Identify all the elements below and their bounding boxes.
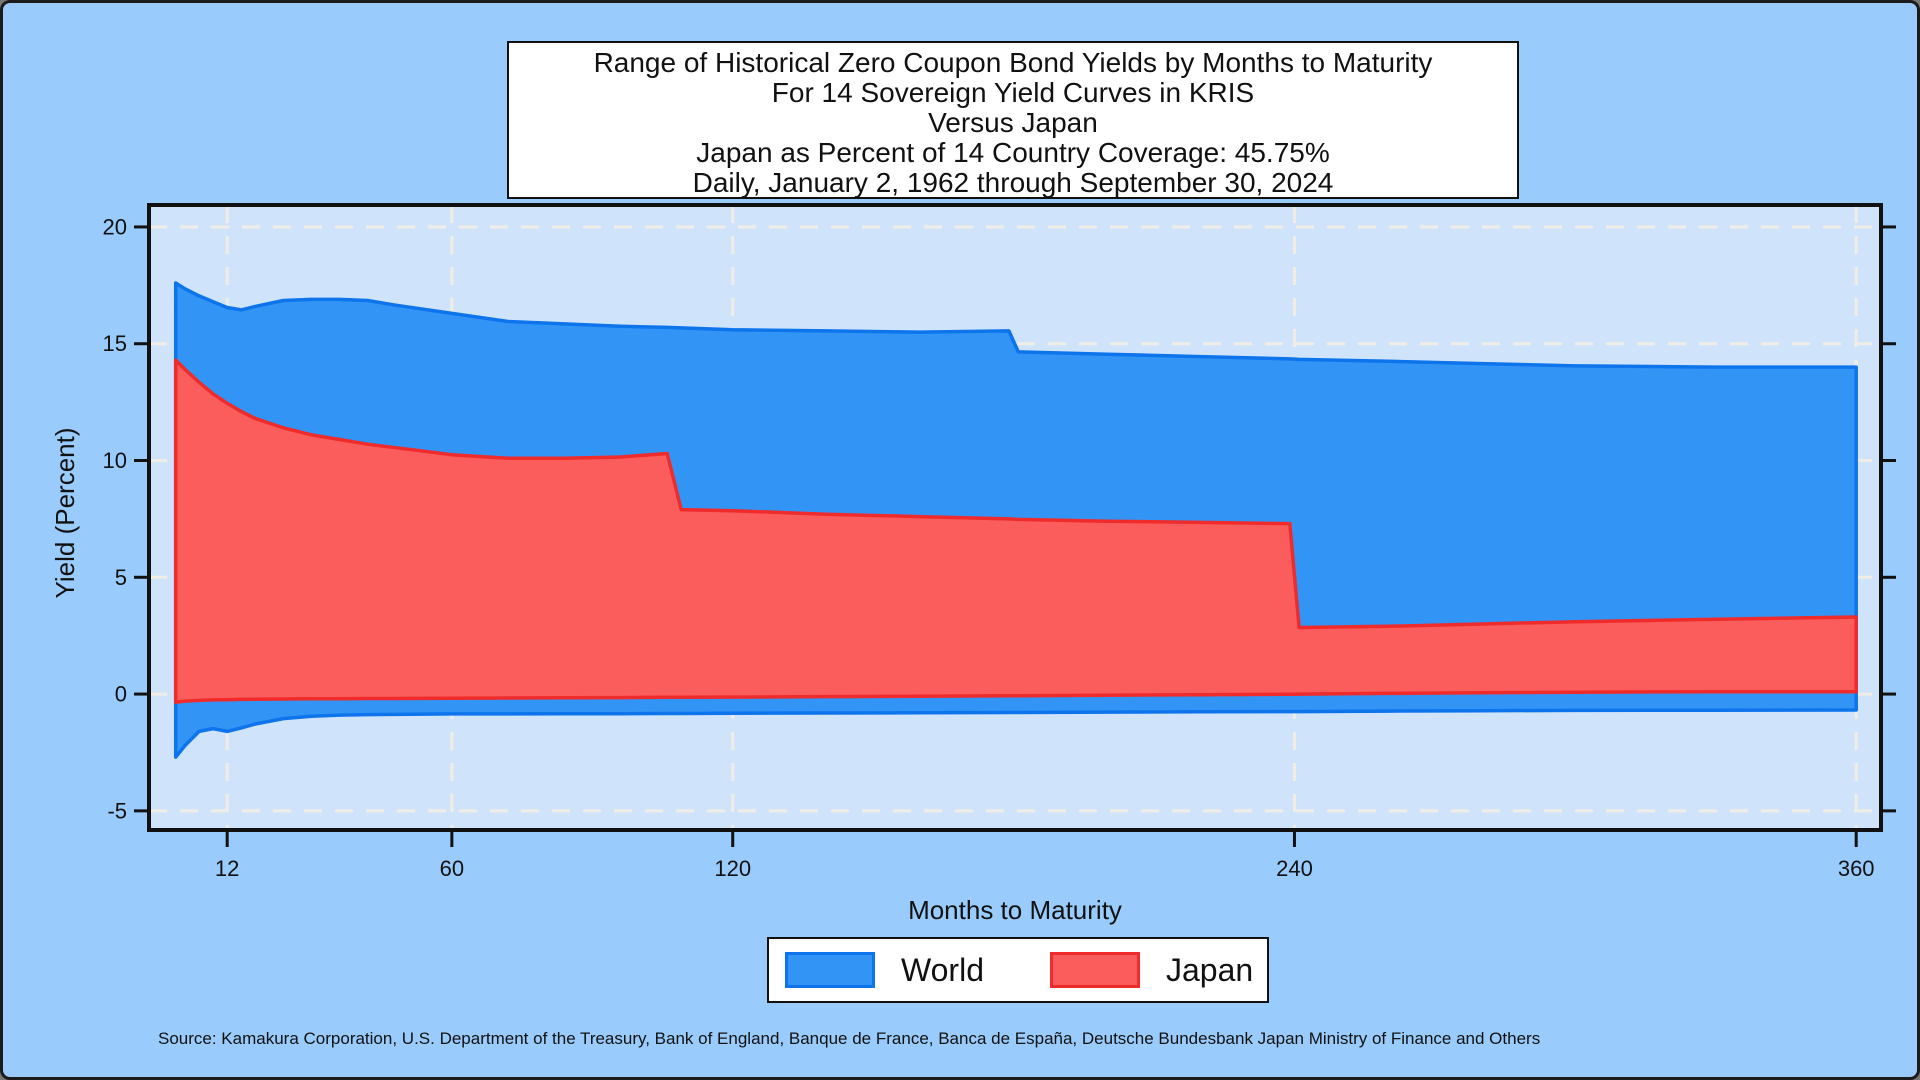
y-tick-label: 0 (115, 682, 127, 707)
y-tick-label: -5 (107, 798, 127, 823)
world-legend-label: World (901, 951, 984, 988)
y-tick-label: 15 (103, 331, 127, 356)
x-tick-label: 240 (1276, 856, 1313, 881)
legend: World Japan (767, 937, 1269, 1003)
source-note: Source: Kamakura Corporation, U.S. Depar… (158, 1029, 1541, 1048)
japan-swatch (1049, 952, 1140, 988)
tick-labels: 20 15 10 5 0 -5 12 60 120 240 360 (103, 214, 1875, 881)
legend-item-world: World (785, 952, 984, 989)
chart-canvas: 20 15 10 5 0 -5 12 60 120 240 360 (103, 203, 1896, 881)
y-tick-label: 10 (103, 448, 127, 473)
title-line-1: Range of Historical Zero Coupon Bond Yie… (593, 47, 1433, 78)
band-japan (173, 358, 1858, 704)
plot-border (147, 203, 1883, 832)
japan-legend-label: Japan (1165, 951, 1254, 988)
title-line-5: Daily, January 2, 1962 through September… (692, 167, 1334, 198)
axis-ticks (134, 225, 1896, 847)
y-tick-label: 5 (115, 565, 127, 590)
x-axis-title: Months to Maturity (908, 895, 1122, 925)
title-box: Range of Historical Zero Coupon Bond Yie… (507, 41, 1519, 199)
x-tick-label: 120 (714, 856, 751, 881)
title-line-2: For 14 Sovereign Yield Curves in KRIS (771, 77, 1255, 108)
world-swatch (785, 952, 875, 988)
title-line-4: Japan as Percent of 14 Country Coverage:… (696, 137, 1330, 168)
x-tick-label: 60 (440, 856, 464, 881)
x-tick-label: 12 (215, 856, 239, 881)
y-tick-label: 20 (103, 214, 127, 239)
title-line-3: Versus Japan (928, 107, 1098, 138)
y-axis-title: Yield (Percent) (50, 427, 80, 599)
band-series (173, 281, 1858, 759)
x-tick-label: 360 (1838, 856, 1875, 881)
legend-item-japan: Japan (1049, 951, 1254, 989)
